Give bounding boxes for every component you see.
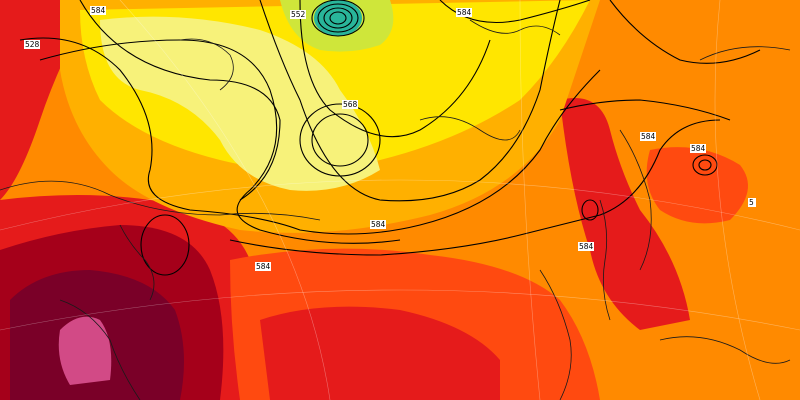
svg-text:528: 528 <box>25 40 40 49</box>
svg-text:584: 584 <box>641 132 656 141</box>
contour-label: 584 <box>255 262 271 271</box>
contour-label: 552 <box>290 10 306 19</box>
pacific-red-patches <box>646 147 748 224</box>
contour-label: 584 <box>90 6 106 15</box>
north-light-yellow <box>100 16 380 191</box>
svg-text:584: 584 <box>579 242 594 251</box>
svg-text:584: 584 <box>371 220 386 229</box>
contour-label: 584 <box>370 220 386 229</box>
svg-text:584: 584 <box>256 262 271 271</box>
teal-low-core <box>314 0 362 36</box>
contour-label: 584 <box>578 242 594 251</box>
coastlines <box>0 19 791 400</box>
contour-label: 584 <box>640 132 656 141</box>
svg-text:584: 584 <box>457 8 472 17</box>
contour-labels: 584 584 552 584 584 584 568 528 584 584 … <box>24 6 756 271</box>
east-red-tongue <box>560 98 690 330</box>
svg-text:5: 5 <box>749 198 754 207</box>
contour-label: 528 <box>24 40 40 49</box>
contour-lines <box>19 0 761 276</box>
contour-label: 5 <box>748 198 756 207</box>
contour-label: 568 <box>342 100 358 109</box>
pink-core <box>58 316 112 385</box>
svg-text:568: 568 <box>343 100 358 109</box>
svg-text:552: 552 <box>291 10 306 19</box>
west-warm-band <box>0 0 95 200</box>
contour-label: 584 <box>456 8 472 17</box>
contour-label: 584 <box>690 144 706 153</box>
svg-text:584: 584 <box>691 144 706 153</box>
svg-text:584: 584 <box>91 6 106 15</box>
south-red-patches <box>260 306 500 400</box>
